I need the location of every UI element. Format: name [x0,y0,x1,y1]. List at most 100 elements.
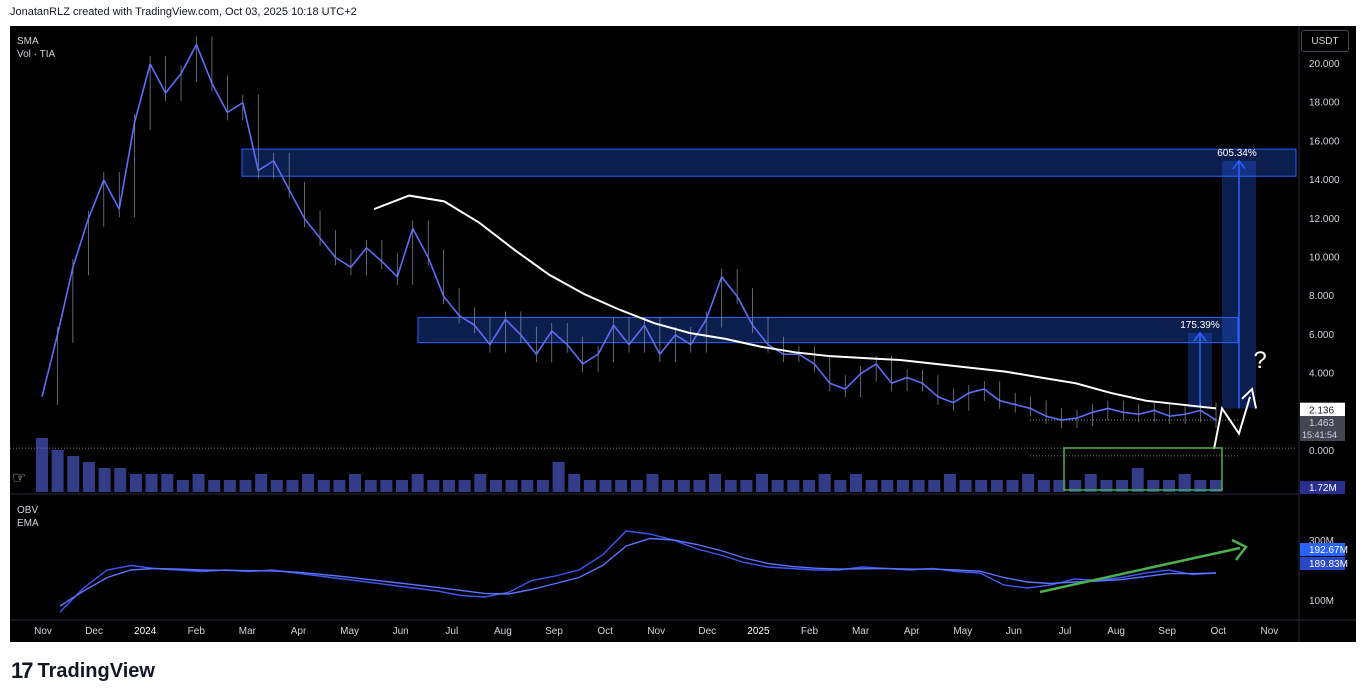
price-segment [1138,409,1155,416]
obv-trend-arrowhead [1231,538,1248,561]
time-tick-label: Jul [1059,626,1072,637]
time-tick-label: Apr [904,626,920,637]
price-segment [288,189,306,220]
price-segment [1061,417,1078,421]
chart-frame[interactable]: 20.000 18.000 16.000 14.000 12.000 10.000 8.00… [10,26,1356,642]
time-tick-label: Nov [647,626,665,637]
price-segment [968,388,985,394]
price-segment [582,353,599,365]
time-tick-label: Jun [1006,626,1022,637]
price-segment [813,363,831,384]
price-segment [999,399,1016,406]
currency-button[interactable]: USDT [1301,30,1349,52]
volume-bar [583,480,596,492]
price-segment [41,334,59,398]
volume-bar [67,456,80,492]
price-segment [1153,409,1170,417]
time-tick-label: 2025 [747,626,770,637]
volume-tag: 1.72M [1309,483,1337,494]
price-segment [1123,411,1139,416]
price-segment [829,382,846,390]
obv-tag-bg [1300,543,1345,556]
legend-sma[interactable]: SMA [17,36,39,47]
attribution-text: JonatanRLZ created with TradingView.com,… [10,6,357,18]
volume-bar [1084,474,1097,492]
resistance-zone-lower [417,316,1239,344]
volume-bar [975,480,988,492]
price-segment [489,319,507,345]
brand-name: TradingView [37,659,155,682]
price-segment [705,276,723,320]
volume-tag-bg [1300,481,1345,494]
legend-obv[interactable]: OBV [17,505,39,516]
price-segment [551,330,568,346]
chart-canvas[interactable]: 20.000 18.000 16.000 14.000 12.000 10.000 8.00… [10,26,1356,642]
price-segment [195,44,213,84]
obv-line [59,530,1217,613]
price-segment [690,319,707,345]
obv-tick-label: 100M [1309,596,1334,607]
tradingview-logo[interactable]: 17 TradingView [11,658,155,684]
volume-bar [176,480,189,492]
volume-bar [255,474,268,492]
volume-bar [1178,474,1191,492]
legend-ema[interactable]: EMA [17,518,39,529]
price-segment [844,373,862,390]
price-segment [520,334,537,355]
volume-bar [129,474,142,492]
volume-bar [865,480,878,492]
price-segment [242,102,260,171]
price-segment [257,160,275,172]
volume-bar [740,480,753,492]
price-segment [983,388,1001,402]
volume-bar [536,480,549,492]
tradingview-mark-icon: 17 [11,658,34,683]
price-segment [1200,409,1217,421]
volume-bar [881,480,894,492]
price-segment [303,218,321,239]
volume-bar [646,474,659,492]
annotation-605: 605.34% [1217,148,1257,159]
volume-bar [82,462,95,492]
volume-bar [223,480,236,492]
price-segment [87,179,105,220]
price-segment [643,324,661,355]
volume-bar [599,480,612,492]
volume-bar [317,480,330,492]
price-segment [458,314,475,326]
volume-bar [161,474,174,492]
volume-bar [239,480,252,492]
volume-bar [1116,480,1129,492]
measure-arrowhead-2 [1232,159,1246,170]
volume-bar [1147,480,1160,492]
price-segment [335,256,352,268]
time-tick-label: Mar [239,626,257,637]
price-segment [504,318,522,336]
price-segment [396,228,414,278]
price-segment [1169,413,1186,417]
volume-bar [615,480,628,492]
time-tick-label: Feb [188,626,206,637]
volume-highlight-box [1063,447,1223,491]
volume-bar [208,480,221,492]
price-tick-label: 16.000 [1309,136,1340,147]
volume-bar [1037,480,1050,492]
price-segment [427,257,445,297]
volume-bar [349,474,362,492]
hand-icon[interactable]: ☞ [12,470,27,487]
price-segment [412,228,429,258]
main-legend: SMA Vol · TIA [17,35,55,61]
obv-trendline [1039,546,1241,594]
price-segment [860,363,877,375]
time-tick-label: Jun [393,626,409,637]
price-segment [952,392,970,404]
volume-bar [1163,480,1176,492]
time-tick-label: Feb [801,626,819,637]
volume-bar [568,474,581,492]
obv-tick-label: 300M [1309,536,1334,547]
legend-volume[interactable]: Vol · TIA [17,49,56,60]
sub-legend: OBV EMA [17,504,39,530]
volume-bar [662,480,675,492]
question-mark: ? [1253,347,1266,374]
price-segment [906,376,923,385]
